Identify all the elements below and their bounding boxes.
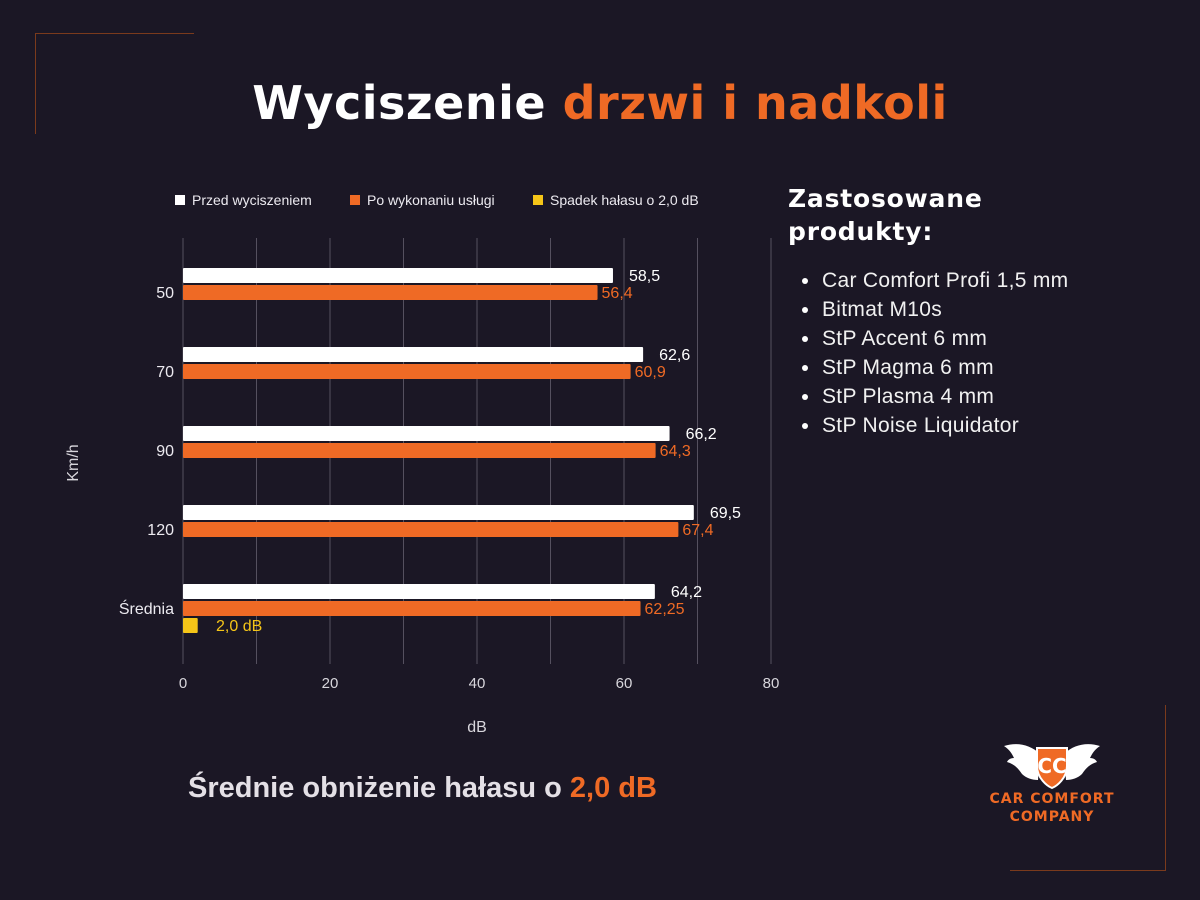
bar (183, 426, 670, 441)
product-item: Car Comfort Profi 1,5 mm (802, 266, 1178, 295)
logo-line1: CAR COMFORT (989, 791, 1115, 807)
x-tick-label: 20 (322, 675, 339, 692)
product-item: StP Plasma 4 mm (802, 382, 1178, 411)
products-heading: Zastosowane produkty: (788, 182, 1178, 248)
legend-swatch (350, 195, 360, 205)
x-tick-label: 80 (763, 675, 780, 692)
page-title: Wyciszenie drzwi i nadkoli (0, 76, 1200, 130)
bar (183, 584, 655, 599)
products-list: Car Comfort Profi 1,5 mm Bitmat M10s StP… (788, 266, 1178, 440)
decorative-corner-top-left (35, 33, 194, 134)
company-logo: CC CAR COMFORT COMPANY (972, 740, 1132, 826)
bar (183, 505, 694, 520)
logo-initials: CC (1037, 754, 1066, 778)
product-item: StP Magma 6 mm (802, 353, 1178, 382)
summary-text: Średnie obniżenie hałasu o 2,0 dB (188, 772, 657, 805)
summary-label: Średnie obniżenie hałasu o (188, 772, 570, 804)
product-item: StP Noise Liquidator (802, 411, 1178, 440)
bar (183, 268, 613, 283)
bar (183, 601, 641, 616)
summary-value: 2,0 dB (569, 772, 657, 804)
data-label: 62,6 (659, 347, 690, 364)
data-label: 64,2 (671, 584, 702, 601)
category-label: 90 (156, 443, 174, 460)
legend-label: Po wykonaniu usługi (367, 192, 495, 208)
data-label: 58,5 (629, 268, 660, 285)
data-label: 2,0 dB (216, 618, 262, 635)
category-label: 50 (156, 285, 174, 302)
bar (183, 285, 598, 300)
data-label: 56,4 (602, 285, 633, 302)
data-label: 69,5 (710, 505, 741, 522)
legend-label: Spadek hałasu o 2,0 dB (550, 192, 699, 208)
data-label: 62,25 (645, 601, 685, 618)
title-part-accent: drzwi i nadkoli (562, 76, 948, 130)
data-label: 67,4 (682, 522, 713, 539)
title-part-white: Wyciszenie (252, 76, 547, 130)
product-item: StP Accent 6 mm (802, 324, 1178, 353)
bar-chart: 0 20 40 60 80 dB Km/h 50 58,556,4 70 62,660,9 90 66,… (65, 192, 780, 736)
category-label: 120 (147, 522, 174, 539)
legend-swatch (175, 195, 185, 205)
legend-swatch (533, 195, 543, 205)
data-label: 60,9 (635, 364, 666, 381)
bar (183, 618, 198, 633)
bar (183, 364, 631, 379)
products-heading-line1: Zastosowane (788, 184, 983, 213)
products-heading-line2: produkty: (788, 217, 934, 246)
data-label: 64,3 (660, 443, 691, 460)
logo-line2: COMPANY (1009, 809, 1095, 825)
bar (183, 347, 644, 362)
data-label: 66,2 (686, 426, 717, 443)
product-item: Bitmat M10s (802, 295, 1178, 324)
category-label: 70 (156, 364, 174, 381)
x-tick-label: 40 (469, 675, 486, 692)
x-axis-title: dB (467, 719, 487, 736)
wings-shield-icon: CC (1004, 744, 1100, 790)
bar (183, 522, 679, 537)
x-tick-label: 60 (616, 675, 633, 692)
y-axis-title: Km/h (65, 444, 82, 481)
decorative-corner-bottom-right (1010, 705, 1166, 871)
legend-label: Przed wyciszeniem (192, 192, 312, 208)
x-tick-label: 0 (179, 675, 187, 692)
category-label: Średnia (119, 599, 174, 618)
products-panel: Zastosowane produkty: Car Comfort Profi … (788, 182, 1178, 440)
bar (183, 443, 656, 458)
